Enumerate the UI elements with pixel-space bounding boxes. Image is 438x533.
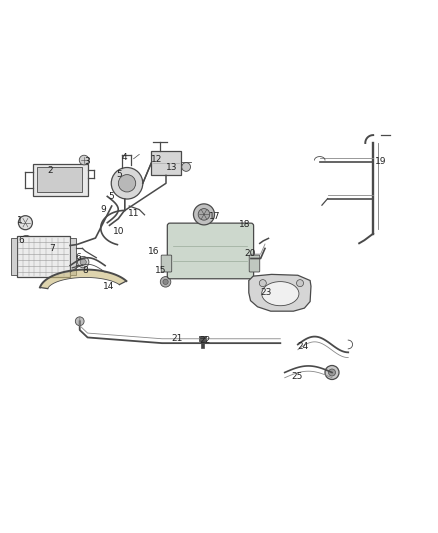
Circle shape — [75, 317, 84, 326]
FancyBboxPatch shape — [70, 238, 76, 275]
Circle shape — [182, 163, 191, 171]
Text: 7: 7 — [49, 245, 56, 254]
Text: 11: 11 — [128, 209, 139, 219]
Circle shape — [23, 238, 29, 244]
Text: 21: 21 — [172, 334, 183, 343]
Circle shape — [21, 236, 32, 247]
Text: 23: 23 — [261, 288, 272, 297]
Circle shape — [80, 259, 86, 265]
Text: 18: 18 — [239, 220, 250, 229]
Circle shape — [194, 204, 215, 225]
Circle shape — [259, 280, 266, 287]
Circle shape — [297, 280, 304, 287]
Text: 10: 10 — [113, 227, 124, 236]
Text: 25: 25 — [291, 373, 303, 382]
Text: 5: 5 — [116, 170, 122, 179]
Text: 24: 24 — [297, 342, 309, 351]
Text: 3: 3 — [85, 157, 91, 166]
Polygon shape — [249, 274, 311, 311]
FancyBboxPatch shape — [11, 238, 17, 275]
Text: 17: 17 — [209, 212, 220, 221]
Text: 15: 15 — [155, 266, 166, 276]
Circle shape — [18, 216, 32, 230]
FancyBboxPatch shape — [167, 223, 254, 279]
Circle shape — [118, 175, 136, 192]
Text: 6: 6 — [75, 253, 81, 262]
FancyBboxPatch shape — [151, 151, 181, 175]
Circle shape — [111, 167, 143, 199]
Circle shape — [163, 279, 168, 285]
Text: 9: 9 — [100, 205, 106, 214]
Text: 2: 2 — [48, 166, 53, 175]
Text: 12: 12 — [151, 155, 162, 164]
Circle shape — [79, 155, 89, 165]
Circle shape — [160, 277, 171, 287]
Circle shape — [328, 369, 336, 376]
Polygon shape — [40, 270, 127, 289]
Text: 5: 5 — [108, 192, 114, 201]
Circle shape — [78, 256, 89, 268]
Circle shape — [198, 208, 210, 220]
FancyBboxPatch shape — [161, 255, 172, 272]
FancyBboxPatch shape — [37, 167, 82, 192]
FancyBboxPatch shape — [33, 164, 88, 197]
Text: 8: 8 — [82, 266, 88, 276]
Text: 14: 14 — [103, 282, 114, 290]
FancyBboxPatch shape — [249, 255, 260, 272]
Text: 6: 6 — [18, 236, 24, 245]
Text: 20: 20 — [245, 249, 256, 258]
Bar — [201, 341, 204, 349]
Text: 19: 19 — [375, 157, 387, 166]
Text: 16: 16 — [148, 247, 160, 256]
Bar — [199, 336, 206, 341]
Ellipse shape — [261, 281, 299, 306]
Circle shape — [325, 366, 339, 379]
FancyBboxPatch shape — [17, 236, 70, 278]
Text: 1: 1 — [17, 216, 23, 225]
Text: 13: 13 — [166, 164, 177, 173]
Text: 22: 22 — [199, 336, 211, 344]
Text: 4: 4 — [122, 152, 127, 161]
